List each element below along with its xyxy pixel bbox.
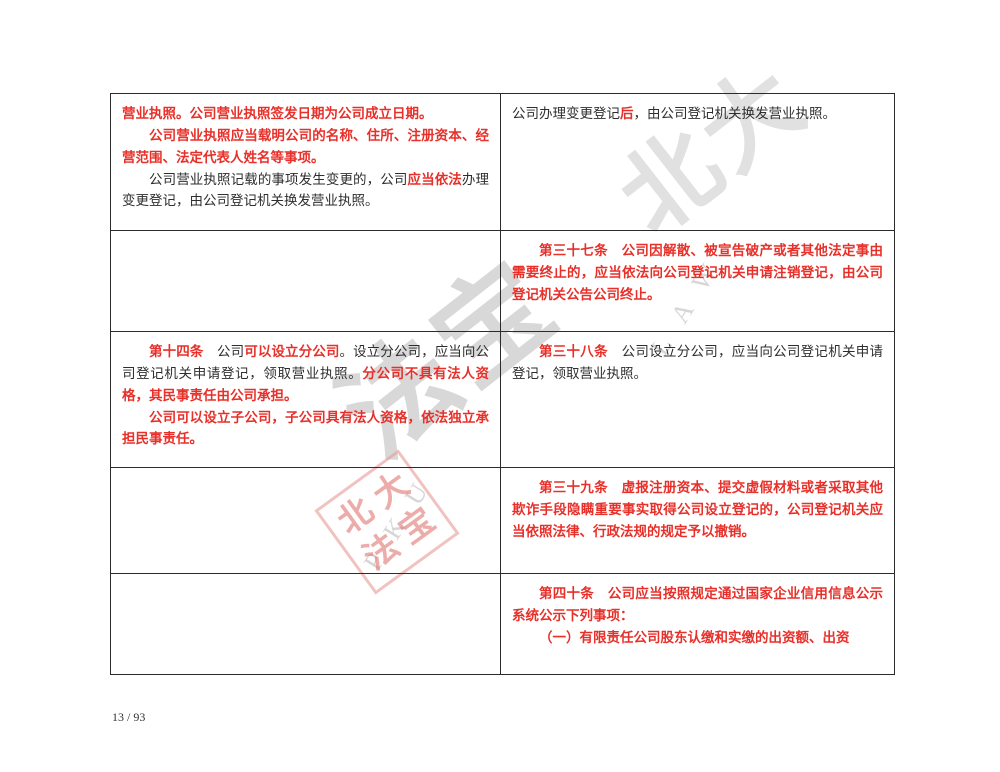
body-text-run: 公司办理变更登记: [512, 106, 620, 121]
revised-text-run: 分公司不具有法人资格，其民事责任由公司承担。: [122, 365, 490, 403]
revised-text-run: 第四十条: [539, 586, 595, 601]
revised-text-run: （一）有限责任公司股东认缴和实缴的出资额、出资: [539, 629, 850, 645]
paragraph: 公司营业执照记载的事项发生变更的，公司应当依法办理变更登记，由公司登记机关换发营…: [122, 169, 489, 213]
revised-text-run: 营业执照。公司营业执照签发日期为公司成立日期。: [122, 106, 433, 121]
paragraph: 第三十九条 虚报注册资本、提交虚假材料或者采取其他欺诈手段隐瞒重要事实取得公司设…: [512, 477, 883, 543]
table-cell-old-2: [110, 230, 501, 332]
table-cell-old-4: [110, 467, 501, 574]
paragraph: 第十四条 公司可以设立分公司。设立分公司，应当向公司登记机关申请登记，领取营业执…: [122, 341, 489, 407]
paragraph: 公司可以设立子公司，子公司具有法人资格，依法独立承担民事责任。: [122, 407, 489, 451]
law-table-body: 营业执照。公司营业执照签发日期为公司成立日期。公司营业执照应当载明公司的名称、住…: [110, 93, 895, 675]
revised-text-run: 公司应当按照规定通过国家企业信用信息公示系统公示下列事项：: [512, 586, 884, 623]
paragraph: 公司办理变更登记后，由公司登记机关换发营业执照。: [512, 103, 883, 125]
table-cell-old-3: 第十四条 公司可以设立分公司。设立分公司，应当向公司登记机关申请登记，领取营业执…: [110, 331, 501, 468]
table-cell-new-2: 第三十七条 公司因解散、被宣告破产或者其他法定事由需要终止的，应当依法向公司登记…: [500, 230, 895, 332]
revised-text-run: 虚报注册资本、提交虚假材料或者采取其他欺诈手段隐瞒重要事实取得公司设立登记的，公…: [512, 480, 884, 539]
paragraph: 第三十七条 公司因解散、被宣告破产或者其他法定事由需要终止的，应当依法向公司登记…: [512, 240, 883, 306]
revised-text-run: 可以设立分公司: [244, 344, 340, 359]
law-comparison-table: 营业执照。公司营业执照签发日期为公司成立日期。公司营业执照应当载明公司的名称、住…: [110, 93, 895, 675]
paragraph: 公司营业执照应当载明公司的名称、住所、注册资本、经营范围、法定代表人姓名等事项。: [122, 125, 489, 169]
paragraph: 第三十八条 公司设立分公司，应当向公司登记机关申请登记，领取营业执照。: [512, 341, 883, 385]
paragraph: 营业执照。公司营业执照签发日期为公司成立日期。: [122, 103, 489, 125]
revised-text-run: 后: [620, 106, 634, 121]
body-text-run: 。设立分公司，应当向公司登记机关申请登记，领取营业执照。: [122, 344, 490, 381]
table-row: 第四十条 公司应当按照规定通过国家企业信用信息公示系统公示下列事项： （一）有限责…: [110, 573, 895, 675]
table-cell-new-3: 第三十八条 公司设立分公司，应当向公司登记机关申请登记，领取营业执照。: [500, 331, 895, 468]
table-row: 营业执照。公司营业执照签发日期为公司成立日期。公司营业执照应当载明公司的名称、住…: [110, 93, 895, 231]
revised-text-run: 公司营业执照应当载明公司的名称、住所、注册资本、经营范围、法定代表人姓名等事项。: [122, 127, 489, 165]
revised-text-run: 第三十九条: [539, 480, 608, 495]
paragraph: （一）有限责任公司股东认缴和实缴的出资额、出资: [512, 627, 883, 649]
table-cell-new-4: 第三十九条 虚报注册资本、提交虚假材料或者采取其他欺诈手段隐瞒重要事实取得公司设…: [500, 467, 895, 574]
revised-text-run: 第三十七条: [539, 243, 608, 258]
table-row: 第三十九条 虚报注册资本、提交虚假材料或者采取其他欺诈手段隐瞒重要事实取得公司设…: [110, 467, 895, 574]
body-text-run: 公司: [203, 344, 245, 359]
body-text-run: 公司设立分公司，应当向公司登记机关申请登记，领取营业执照。: [512, 344, 884, 381]
paragraph: 第四十条 公司应当按照规定通过国家企业信用信息公示系统公示下列事项：: [512, 583, 883, 627]
body-text-run: 办理变更登记，由公司登记机关换发营业执照。: [122, 171, 490, 209]
table-row: 第十四条 公司可以设立分公司。设立分公司，应当向公司登记机关申请登记，领取营业执…: [110, 331, 895, 468]
body-text-run: ，由公司登记机关换发营业执照。: [633, 106, 837, 121]
revised-text-run: 应当依法: [407, 171, 462, 187]
table-cell-new-5: 第四十条 公司应当按照规定通过国家企业信用信息公示系统公示下列事项： （一）有限责…: [500, 573, 895, 675]
page-number: 13 / 93: [112, 710, 146, 724]
table-cell-new-1: 公司办理变更登记后，由公司登记机关换发营业执照。: [500, 93, 895, 231]
body-text-run: 公司营业执照记载的事项发生变更的，公司: [149, 171, 408, 187]
table-cell-old-5: [110, 573, 501, 675]
table-row: 第三十七条 公司因解散、被宣告破产或者其他法定事由需要终止的，应当依法向公司登记…: [110, 230, 895, 332]
revised-text-run: 第三十八条: [539, 344, 608, 359]
revised-text-run: 公司因解散、被宣告破产或者其他法定事由需要终止的，应当依法向公司登记机关申请注销…: [512, 243, 884, 302]
table-cell-old-1: 营业执照。公司营业执照签发日期为公司成立日期。公司营业执照应当载明公司的名称、住…: [110, 93, 501, 231]
revised-text-run: 公司可以设立子公司，子公司具有法人资格，依法独立承担民事责任。: [122, 409, 489, 447]
revised-text-run: 第十四条: [149, 344, 204, 359]
